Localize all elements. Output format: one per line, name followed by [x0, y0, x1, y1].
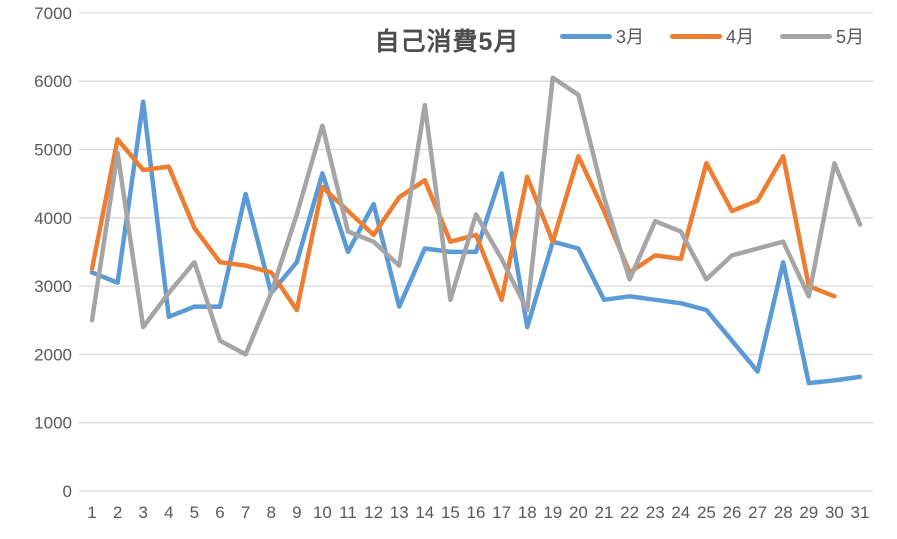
y-tick-0: 0 [63, 482, 72, 501]
legend-label-march: 3月 [616, 27, 645, 47]
y-tick-7000: 7000 [34, 4, 72, 23]
legend-item-may[interactable]: 5月 [780, 23, 864, 49]
legend-label-may: 5月 [836, 27, 865, 47]
x-tick-2: 2 [113, 503, 122, 522]
x-tick-17: 17 [492, 503, 511, 522]
x-tick-18: 18 [518, 503, 537, 522]
series-swatch-march [560, 33, 612, 39]
x-tick-24: 24 [671, 503, 690, 522]
series-line-4月 [89, 137, 837, 313]
y-tick-6000: 6000 [34, 72, 72, 91]
series-line-3月 [89, 99, 863, 386]
y-tick-4000: 4000 [34, 209, 72, 228]
x-tick-11: 11 [339, 503, 357, 522]
x-tick-1: 1 [87, 503, 96, 522]
x-tick-13: 13 [390, 503, 409, 522]
legend-label-april: 4月 [726, 27, 755, 47]
x-tick-19: 19 [543, 503, 562, 522]
x-tick-15: 15 [441, 503, 460, 522]
x-tick-28: 28 [774, 503, 793, 522]
x-tick-12: 12 [364, 503, 383, 522]
series-swatch-april [670, 33, 723, 39]
legend-item-april[interactable]: 4月 [670, 23, 754, 49]
x-tick-8: 8 [266, 503, 275, 522]
x-tick-31: 31 [851, 503, 870, 522]
x-tick-30: 30 [825, 503, 844, 522]
x-tick-4: 4 [164, 503, 173, 522]
x-tick-22: 22 [620, 503, 639, 522]
y-tick-2000: 2000 [34, 345, 72, 364]
legend: 3月 4月 5月 [560, 23, 864, 49]
x-tick-29: 29 [799, 503, 818, 522]
x-tick-6: 6 [215, 503, 224, 522]
legend-item-march[interactable]: 3月 [560, 23, 644, 49]
x-tick-23: 23 [646, 503, 665, 522]
y-tick-5000: 5000 [34, 141, 72, 160]
y-tick-3000: 3000 [34, 277, 72, 296]
y-tick-1000: 1000 [34, 414, 72, 433]
x-tick-27: 27 [748, 503, 767, 522]
series-swatch-may [780, 33, 833, 39]
y-axis-tick-labels: 0 1000 2000 3000 4000 5000 6000 7000 [34, 4, 72, 501]
chart-title: 自己消費5月 [374, 28, 520, 56]
x-tick-5: 5 [190, 503, 199, 522]
x-tick-9: 9 [292, 503, 301, 522]
x-tick-14: 14 [415, 503, 434, 522]
series-line-5月 [89, 75, 863, 357]
x-tick-7: 7 [241, 503, 250, 522]
x-tick-16: 16 [467, 503, 486, 522]
x-tick-20: 20 [569, 503, 588, 522]
x-tick-21: 21 [595, 503, 614, 522]
x-tick-10: 10 [313, 503, 332, 522]
x-tick-26: 26 [723, 503, 742, 522]
x-tick-25: 25 [697, 503, 716, 522]
x-tick-3: 3 [138, 503, 147, 522]
x-axis-tick-labels: 1 2 3 4 5 6 7 8 9 10 11 12 13 14 15 16 17 18 19 20 21 22 23 24 2… [87, 503, 869, 522]
